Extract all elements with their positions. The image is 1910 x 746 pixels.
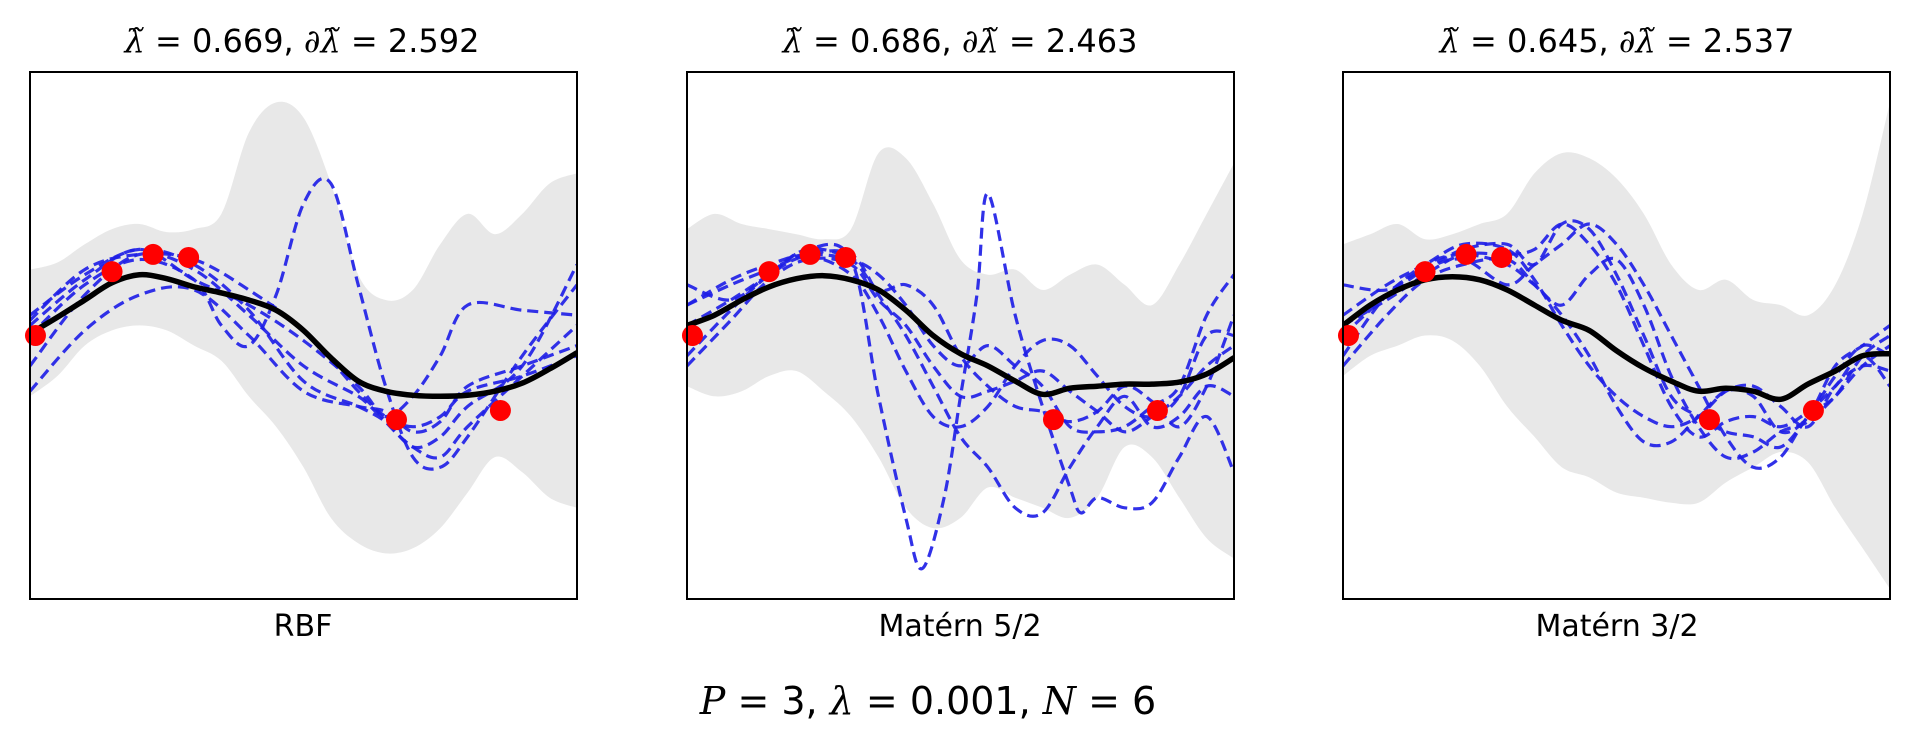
sample-path-4	[687, 252, 1234, 434]
lambda-tilde-value: 0.686	[850, 22, 942, 60]
plot-area	[681, 71, 1235, 600]
lambda-tilde-symbol: λ̃	[123, 22, 145, 60]
observation-point	[489, 399, 511, 421]
observation-point	[1146, 399, 1168, 421]
partial-lambda-tilde-value: 2.463	[1046, 22, 1138, 60]
n-symbol: N	[1042, 679, 1078, 723]
observation-point	[142, 243, 164, 265]
title-equals-2: =	[1656, 22, 1703, 60]
posterior-mean-line	[30, 271, 577, 400]
lambda-value: 0.001	[910, 679, 1019, 723]
lambda-tilde-symbol: λ̃	[781, 22, 803, 60]
axes-frame	[686, 71, 1235, 600]
title-equals: =	[145, 22, 192, 60]
title-equals: =	[1460, 22, 1507, 60]
observation-point	[385, 409, 407, 431]
axes-frame	[1342, 71, 1891, 600]
p-value: 3	[781, 679, 805, 723]
observation-point	[1802, 399, 1824, 421]
panel-rbf: λ̃ = 0.669, ∂λ̃ = 2.592 RBF	[24, 22, 578, 644]
lambda-tilde-value: 0.645	[1507, 22, 1599, 60]
sample-path-5	[30, 285, 577, 434]
title-separator: ,	[1599, 22, 1619, 60]
observation-point	[1698, 409, 1720, 431]
observation-point	[1491, 246, 1513, 268]
partial-lambda-tilde-value: 2.592	[388, 22, 480, 60]
observation-point	[1455, 243, 1477, 265]
n-equals: =	[1076, 679, 1132, 723]
lambda-symbol: λ	[828, 679, 854, 723]
plot-area	[24, 71, 578, 600]
x-axis-label: Matérn 3/2	[1535, 609, 1698, 644]
observation-point	[24, 325, 46, 346]
plot-content	[30, 101, 577, 554]
x-axis-label: RBF	[274, 609, 333, 644]
panel-title: λ̃ = 0.686, ∂λ̃ = 2.463	[781, 22, 1138, 60]
title-separator: ,	[942, 22, 962, 60]
sample-path-6	[30, 252, 577, 429]
plot-area	[1337, 71, 1891, 600]
confidence-band	[1343, 102, 1890, 589]
partial-lambda-tilde-symbol: ∂λ̃	[1619, 22, 1656, 60]
title-equals-2: =	[341, 22, 388, 60]
sep-2: ,	[1019, 679, 1043, 723]
figure-suptitle: P = 3, λ = 0.001, N = 6	[699, 679, 1156, 723]
lambda-tilde-value: 0.669	[192, 22, 284, 60]
plot-content	[1343, 102, 1890, 589]
observation-point	[1042, 409, 1064, 431]
panel-title: λ̃ = 0.669, ∂λ̃ = 2.592	[123, 22, 480, 60]
n-value: 6	[1132, 679, 1156, 723]
sample-path-1	[1343, 219, 1890, 450]
panel-matern-3-2: λ̃ = 0.645, ∂λ̃ = 2.537 Matérn 3/2	[1337, 22, 1891, 644]
observation-point	[101, 261, 123, 283]
observation-point	[835, 246, 857, 268]
posterior-mean-line	[687, 272, 1234, 398]
sep-1: ,	[806, 679, 830, 723]
sample-path-3	[30, 251, 577, 419]
lambda-tilde-symbol: λ̃	[1438, 22, 1460, 60]
observation-point	[1337, 325, 1359, 346]
observation-point	[799, 243, 821, 265]
partial-lambda-tilde-value: 2.537	[1703, 22, 1795, 60]
plot-content	[687, 147, 1234, 571]
p-equals: =	[725, 679, 781, 723]
p-symbol: P	[699, 679, 727, 723]
axes-frame	[29, 71, 578, 600]
sample-path-2	[687, 249, 1234, 518]
observation-point	[758, 261, 780, 283]
x-axis-label: Matérn 5/2	[878, 609, 1041, 644]
observation-point	[1414, 261, 1436, 283]
observation-point	[178, 246, 200, 268]
sample-path-5	[1343, 252, 1890, 461]
title-equals-2: =	[999, 22, 1046, 60]
partial-lambda-tilde-symbol: ∂λ̃	[304, 22, 341, 60]
panel-matern-5-2: λ̃ = 0.686, ∂λ̃ = 2.463 Matérn 5/2	[681, 22, 1235, 644]
lambda-equals: =	[854, 679, 910, 723]
title-separator: ,	[284, 22, 304, 60]
sample-path-2	[30, 247, 577, 460]
panel-title: λ̃ = 0.645, ∂λ̃ = 2.537	[1438, 22, 1795, 60]
observation-point	[681, 325, 703, 346]
title-equals: =	[803, 22, 850, 60]
partial-lambda-tilde-symbol: ∂λ̃	[962, 22, 999, 60]
